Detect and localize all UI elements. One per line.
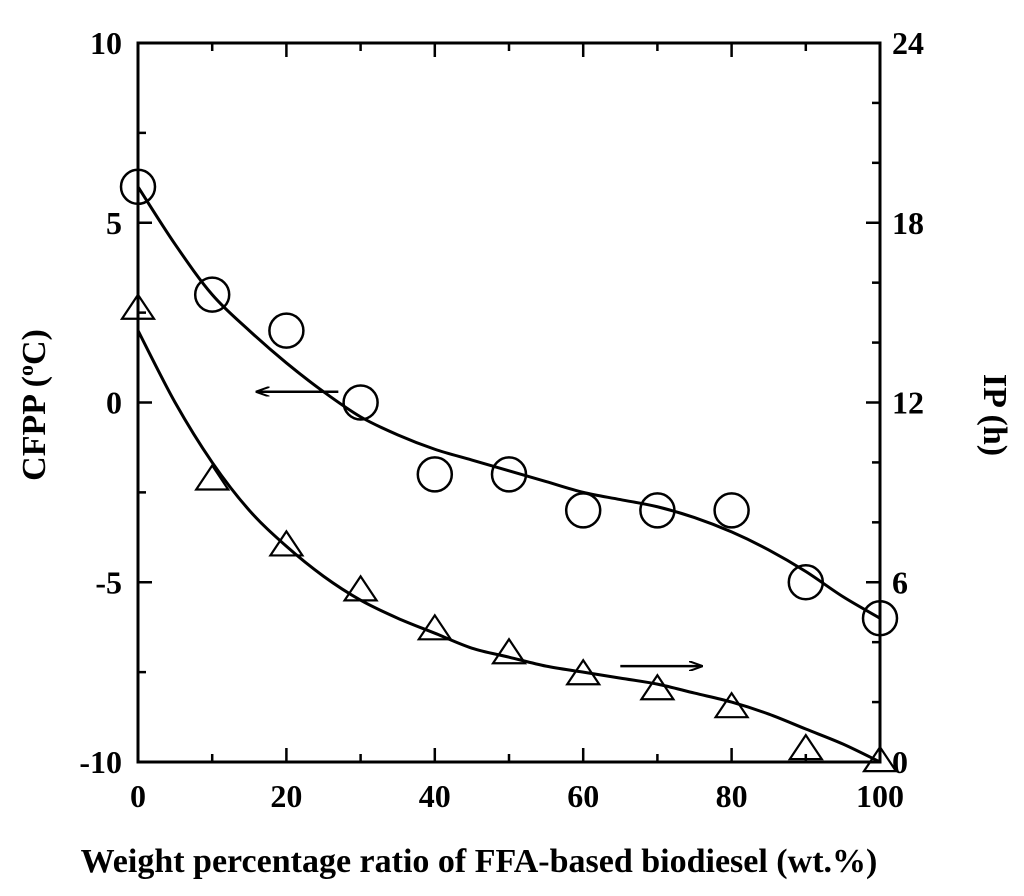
x-axis-label: Weight percentage ratio of FFA-based bio… bbox=[81, 843, 878, 880]
circle-marker bbox=[416, 456, 454, 493]
y-right-tick-label: 0 bbox=[892, 744, 908, 780]
y-left-tick-label: 10 bbox=[90, 25, 122, 61]
y-right-tick-label: 12 bbox=[892, 385, 924, 421]
circle-marker bbox=[564, 492, 602, 529]
axis-ticks bbox=[136, 41, 882, 764]
triangle-marker bbox=[713, 691, 750, 719]
circle-marker bbox=[119, 168, 157, 206]
degree-superscript: o bbox=[13, 365, 38, 376]
x-tick-label: 20 bbox=[270, 778, 302, 814]
y-right-tick-label: 18 bbox=[892, 205, 924, 241]
y-left-tick-label: -5 bbox=[95, 564, 122, 600]
circle-marker bbox=[787, 564, 825, 601]
y-axis-right-label: IP (h) bbox=[976, 374, 1013, 456]
triangle-marker bbox=[416, 613, 453, 641]
x-tick-label: 60 bbox=[567, 778, 599, 814]
x-tick-label: 80 bbox=[716, 778, 748, 814]
x-tick-label: 100 bbox=[856, 778, 904, 814]
circle-marker bbox=[193, 276, 231, 313]
y-left-tick-label: 5 bbox=[106, 205, 122, 241]
triangle-marker bbox=[565, 658, 602, 686]
plot-frame bbox=[136, 41, 882, 764]
triangle-marker bbox=[861, 745, 899, 773]
circle-marker bbox=[342, 384, 379, 421]
triangle-fit-curve bbox=[136, 329, 881, 764]
triangle-marker bbox=[787, 733, 824, 761]
circle-marker bbox=[490, 456, 528, 493]
circle-marker bbox=[639, 492, 676, 529]
triangle-marker bbox=[490, 637, 528, 665]
triangle-marker bbox=[268, 529, 305, 557]
y-left-tick-label: 0 bbox=[106, 385, 122, 421]
circle-fit-curve bbox=[136, 185, 881, 620]
axis-arrows bbox=[257, 392, 702, 666]
circle-marker bbox=[268, 312, 305, 349]
x-tick-label: 40 bbox=[419, 778, 451, 814]
triangle-marker bbox=[119, 292, 157, 320]
y-right-tick-label: 6 bbox=[892, 564, 908, 600]
y-right-tick-label: 24 bbox=[892, 25, 924, 61]
y-axis-left-label: CFPP (oC) bbox=[13, 329, 53, 481]
y-left-tick-label: -10 bbox=[79, 744, 122, 780]
triangle-marker bbox=[194, 463, 231, 491]
x-tick-label: 0 bbox=[130, 778, 146, 814]
data-markers bbox=[119, 168, 899, 773]
circle-marker bbox=[713, 492, 750, 529]
triangle-marker bbox=[342, 574, 379, 602]
fit-curves bbox=[136, 185, 881, 764]
circle-marker bbox=[861, 599, 899, 637]
triangle-marker bbox=[639, 673, 676, 701]
